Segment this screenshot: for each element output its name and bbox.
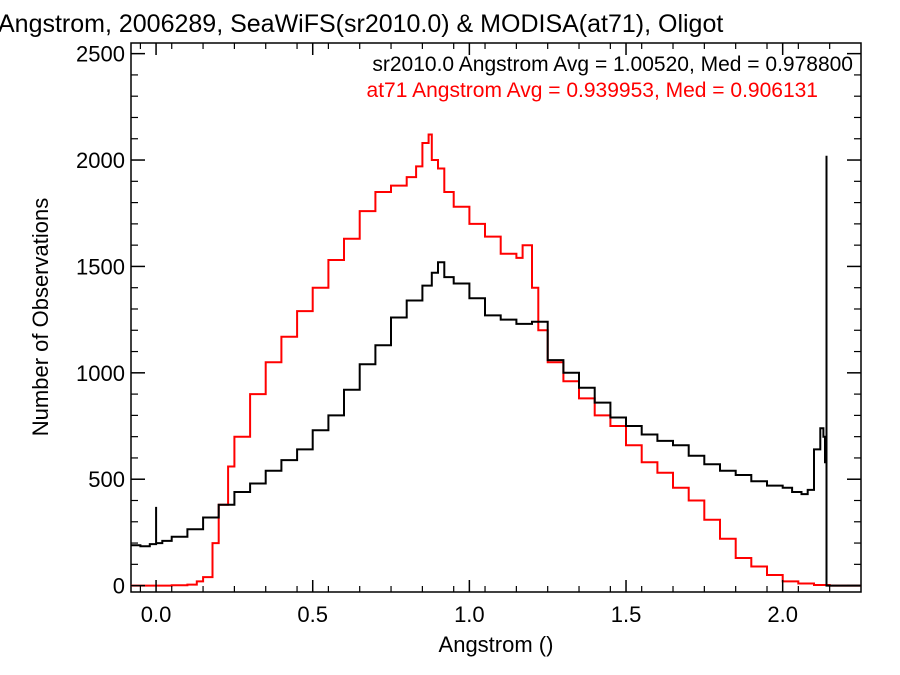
plot-frame xyxy=(130,42,862,593)
plot-area-border xyxy=(130,42,862,593)
chart-title: Angstrom, 2006289, SeaWiFS(sr2010.0) & M… xyxy=(0,10,723,38)
y-tick-label: 1500 xyxy=(76,254,125,279)
series-line-1 xyxy=(131,133,861,587)
y-tick-label: 2500 xyxy=(76,42,125,67)
avg-med-annotation-sr2010: sr2010.0 Angstrom Avg = 1.00520, Med = 0… xyxy=(372,53,853,76)
x-tick-label: 0.0 xyxy=(141,602,172,627)
y-tick-label: 2000 xyxy=(76,148,125,173)
series-line-0 xyxy=(131,155,861,587)
x-tick-label: 1.0 xyxy=(454,602,485,627)
x-axis-label: Angstrom () xyxy=(439,632,554,657)
x-tick-label: 0.5 xyxy=(297,602,328,627)
x-axis: 0.0 0.5 1.0 1.5 2.0 xyxy=(139,43,831,627)
y-tick-label: 500 xyxy=(88,467,125,492)
y-tick-label: 0 xyxy=(113,574,125,599)
x-tick-label: 2.0 xyxy=(767,602,798,627)
x-tick-label: 1.5 xyxy=(611,602,642,627)
y-axis-label: Number of Observations xyxy=(28,198,53,436)
y-axis: 0 500 1000 1500 2000 2500 xyxy=(76,42,861,599)
series-layer xyxy=(131,133,861,587)
avg-med-annotation-at71: at71 Angstrom Avg = 0.939953, Med = 0.90… xyxy=(367,79,818,102)
y-tick-label: 1000 xyxy=(76,361,125,386)
